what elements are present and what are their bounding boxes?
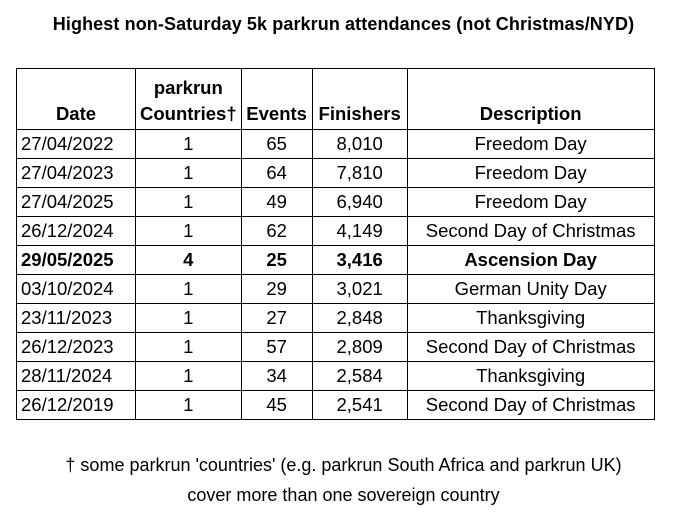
cell-countries: 1	[135, 274, 242, 304]
table-row: 28/11/2024 1 34 2,584 Thanksgiving	[16, 361, 655, 391]
cell-finishers: 7,810	[311, 158, 408, 188]
footnote: † some parkrun 'countries' (e.g. parkrun…	[0, 450, 687, 510]
cell-countries: 1	[135, 216, 242, 246]
header-date: Date	[16, 68, 136, 130]
cell-events: 57	[240, 332, 313, 362]
cell-date: 23/11/2023	[16, 303, 136, 333]
cell-events: 49	[240, 187, 313, 217]
cell-date: 26/12/2024	[16, 216, 136, 246]
cell-countries: 1	[135, 158, 242, 188]
attendance-table: Date parkrun Countries† Events Finishers…	[16, 68, 655, 420]
cell-events: 29	[240, 274, 313, 304]
header-finishers: Finishers	[311, 68, 408, 130]
cell-finishers: 3,021	[311, 274, 408, 304]
cell-description: Freedom Day	[406, 187, 655, 217]
table-row: 27/04/2022 1 65 8,010 Freedom Day	[16, 129, 655, 159]
cell-finishers: 3,416	[311, 245, 408, 275]
cell-date: 26/12/2019	[16, 390, 136, 420]
cell-date: 29/05/2025	[16, 245, 136, 275]
cell-countries: 1	[135, 129, 242, 159]
table-row: 03/10/2024 1 29 3,021 German Unity Day	[16, 274, 655, 304]
header-description: Description	[406, 68, 655, 130]
cell-events: 34	[240, 361, 313, 391]
page-title: Highest non-Saturday 5k parkrun attendan…	[52, 14, 635, 34]
header-countries-line2: Countries†	[140, 103, 237, 124]
cell-countries: 1	[135, 361, 242, 391]
cell-finishers: 2,541	[311, 390, 408, 420]
cell-events: 25	[240, 245, 313, 275]
cell-countries: 1	[135, 332, 242, 362]
cell-events: 45	[240, 390, 313, 420]
cell-events: 62	[240, 216, 313, 246]
cell-date: 27/04/2023	[16, 158, 136, 188]
cell-countries: 1	[135, 303, 242, 333]
cell-description: Freedom Day	[406, 129, 655, 159]
cell-finishers: 2,809	[311, 332, 408, 362]
cell-finishers: 6,940	[311, 187, 408, 217]
cell-description: Thanksgiving	[406, 361, 655, 391]
cell-date: 27/04/2022	[16, 129, 136, 159]
table-row: 27/04/2025 1 49 6,940 Freedom Day	[16, 187, 655, 217]
cell-date: 03/10/2024	[16, 274, 136, 304]
cell-description: Thanksgiving	[406, 303, 655, 333]
cell-countries: 1	[135, 390, 242, 420]
table-header-row: Date parkrun Countries† Events Finishers…	[16, 68, 655, 130]
table-row: 23/11/2023 1 27 2,848 Thanksgiving	[16, 303, 655, 333]
cell-description: Second Day of Christmas	[406, 332, 655, 362]
cell-description: Ascension Day	[406, 245, 655, 275]
cell-events: 27	[240, 303, 313, 333]
header-events: Events	[240, 68, 313, 130]
cell-countries: 4	[135, 245, 242, 275]
cell-date: 28/11/2024	[16, 361, 136, 391]
cell-countries: 1	[135, 187, 242, 217]
table-body: 27/04/2022 1 65 8,010 Freedom Day 27/04/2023 1…	[16, 129, 655, 420]
table-row: 26/12/2019 1 45 2,541 Second Day of Christma…	[16, 390, 655, 420]
cell-date: 26/12/2023	[16, 332, 136, 362]
footnote-line-1: † some parkrun 'countries' (e.g. parkrun…	[65, 455, 622, 475]
cell-finishers: 4,149	[311, 216, 408, 246]
cell-date: 27/04/2025	[16, 187, 136, 217]
cell-finishers: 8,010	[311, 129, 408, 159]
cell-description: Freedom Day	[406, 158, 655, 188]
cell-description: Second Day of Christmas	[406, 390, 655, 420]
cell-events: 64	[240, 158, 313, 188]
cell-finishers: 2,584	[311, 361, 408, 391]
cell-events: 65	[240, 129, 313, 159]
table-row: 29/05/2025 4 25 3,416 Ascension Day	[16, 245, 655, 275]
cell-finishers: 2,848	[311, 303, 408, 333]
table-row: 26/12/2023 1 57 2,809 Second Day of Christma…	[16, 332, 655, 362]
table-row: 27/04/2023 1 64 7,810 Freedom Day	[16, 158, 655, 188]
header-countries-line1: parkrun	[153, 77, 223, 98]
header-countries: parkrun Countries†	[135, 68, 242, 130]
table-row: 26/12/2024 1 62 4,149 Second Day of Christma…	[16, 216, 655, 246]
footnote-line-2: cover more than one sovereign country	[187, 485, 500, 505]
cell-description: German Unity Day	[406, 274, 655, 304]
cell-description: Second Day of Christmas	[406, 216, 655, 246]
